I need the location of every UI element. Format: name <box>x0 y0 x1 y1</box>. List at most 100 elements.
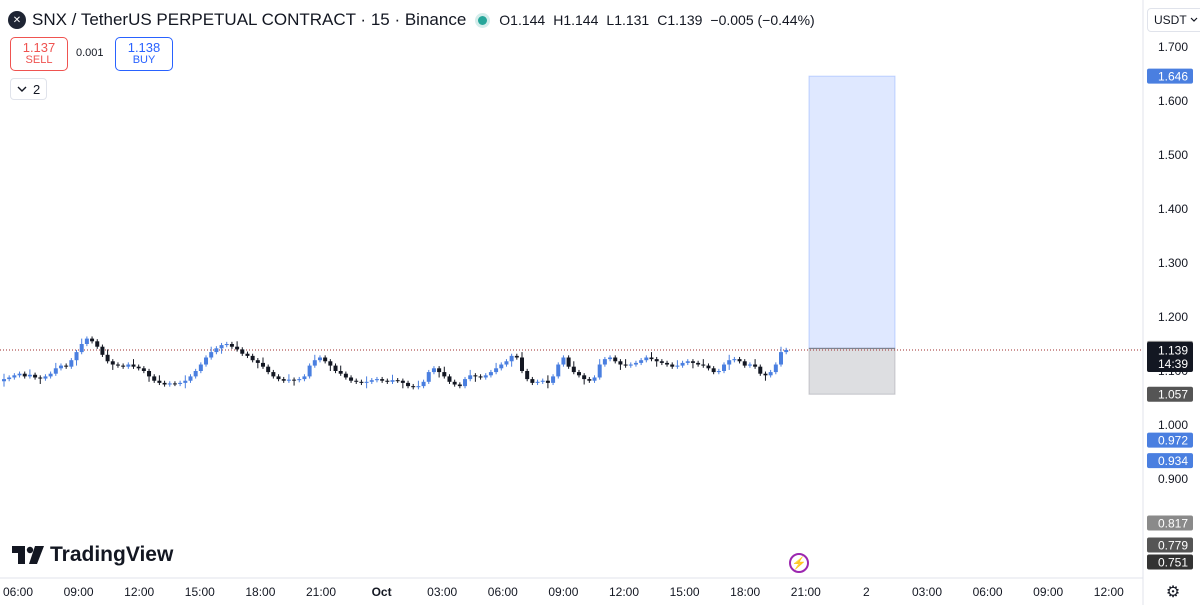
candle-body <box>437 368 442 373</box>
symbol-title[interactable]: SNX / TetherUS PERPETUAL CONTRACT · 15 ·… <box>32 10 467 29</box>
candle-body <box>654 359 659 362</box>
candle-body <box>359 381 364 383</box>
sell-button[interactable]: 1.137 SELL <box>10 37 68 71</box>
candle-body <box>2 379 6 382</box>
candle-body <box>183 380 188 383</box>
candle-body <box>281 379 286 381</box>
candle-body <box>235 346 240 350</box>
currency-selector[interactable]: USDT <box>1147 8 1200 32</box>
price-label-text: 0.934 <box>1158 454 1188 468</box>
candle-body <box>468 375 473 380</box>
candle-body <box>478 376 483 378</box>
candle-body <box>105 354 110 362</box>
candle-body <box>323 357 328 362</box>
price-tick-label: 1.000 <box>1158 418 1188 432</box>
candle-body <box>659 361 664 363</box>
candle-body <box>561 357 566 365</box>
candle-body <box>727 360 732 365</box>
indicators-count: 2 <box>33 81 41 97</box>
candle-body <box>369 380 374 382</box>
candle-body <box>95 341 100 347</box>
candle-body <box>172 383 177 385</box>
candle-body <box>131 364 136 367</box>
price-label-bg <box>1147 515 1193 531</box>
candle-body <box>576 372 581 376</box>
candle-body <box>147 371 152 377</box>
time-tick-label: 06:00 <box>973 585 1003 599</box>
price-tick-label: 1.400 <box>1158 202 1188 216</box>
candle-body <box>115 364 120 366</box>
candle-body <box>152 376 157 381</box>
candle-body <box>406 382 411 387</box>
last-price-value: 1.139 <box>1158 343 1188 357</box>
candle-body <box>463 379 468 387</box>
candle-body <box>494 368 499 373</box>
candle-body <box>193 371 198 377</box>
candle-body <box>732 359 737 361</box>
time-tick-label: 15:00 <box>185 585 215 599</box>
candle-body <box>722 364 727 371</box>
time-tick-label: 21:00 <box>791 585 821 599</box>
tradingview-logo[interactable]: TradingView <box>12 543 173 567</box>
candle-body <box>224 344 229 346</box>
candle-body <box>162 382 167 385</box>
last-price-bg <box>1147 341 1193 372</box>
price-label: 0.817 <box>1147 515 1193 531</box>
candle-body <box>229 344 234 347</box>
candle-body <box>768 372 773 376</box>
candle-body <box>742 361 747 366</box>
candle-body <box>90 338 95 342</box>
price-tick-label: 1.600 <box>1158 94 1188 108</box>
candle-body <box>613 357 618 362</box>
candle-body <box>608 357 613 360</box>
candle-body <box>354 380 359 382</box>
sell-label: SELL <box>25 54 53 66</box>
time-tick-label: 18:00 <box>730 585 760 599</box>
time-tick-label: 09:00 <box>64 585 94 599</box>
candle-body <box>566 357 571 367</box>
candle-body <box>312 360 317 366</box>
time-tick-label: 09:00 <box>1033 585 1063 599</box>
candle-body <box>266 366 271 373</box>
candle-body <box>540 380 545 382</box>
candle-body <box>416 386 421 388</box>
price-label: 0.751 <box>1147 554 1193 570</box>
candle-body <box>623 364 628 366</box>
target-zone <box>808 75 896 349</box>
chevron-down-icon <box>17 86 27 92</box>
candle-body <box>214 348 219 353</box>
candle-body <box>504 361 509 365</box>
candle-body <box>747 364 752 366</box>
last-price-countdown: 14:39 <box>1158 357 1188 371</box>
price-tick-label: 1.200 <box>1158 310 1188 324</box>
price-label-bg <box>1147 554 1193 570</box>
candle-body <box>711 368 716 373</box>
chevron-down-icon <box>1190 17 1198 22</box>
price-tick-label: 1.700 <box>1158 40 1188 54</box>
candle-body <box>639 360 644 363</box>
indicators-toggle[interactable]: 2 <box>10 78 48 100</box>
candle-body <box>209 352 214 358</box>
candle-body <box>292 379 297 381</box>
candle-body <box>141 368 146 371</box>
candle-body <box>421 381 426 387</box>
time-tick-label: Oct <box>372 585 392 599</box>
price-label-text: 0.751 <box>1158 556 1188 570</box>
candle-body <box>343 373 348 378</box>
candle-body <box>38 377 43 379</box>
buy-button[interactable]: 1.138 BUY <box>115 37 173 71</box>
chart-header: ✕ SNX / TetherUS PERPETUAL CONTRACT · 15… <box>8 8 815 32</box>
candle-body <box>597 364 602 378</box>
time-tick-label: 06:00 <box>488 585 518 599</box>
stop-zone <box>808 347 896 395</box>
candle-body <box>411 386 416 388</box>
candle-body <box>198 364 203 371</box>
candle-body <box>571 366 576 373</box>
candle-body <box>157 380 162 383</box>
gear-icon[interactable]: ⚙ <box>1165 584 1181 601</box>
candle-body <box>488 372 493 376</box>
buy-price: 1.138 <box>127 40 161 55</box>
lightning-icon[interactable]: ⚡ <box>789 553 809 573</box>
candle-body <box>525 371 530 380</box>
